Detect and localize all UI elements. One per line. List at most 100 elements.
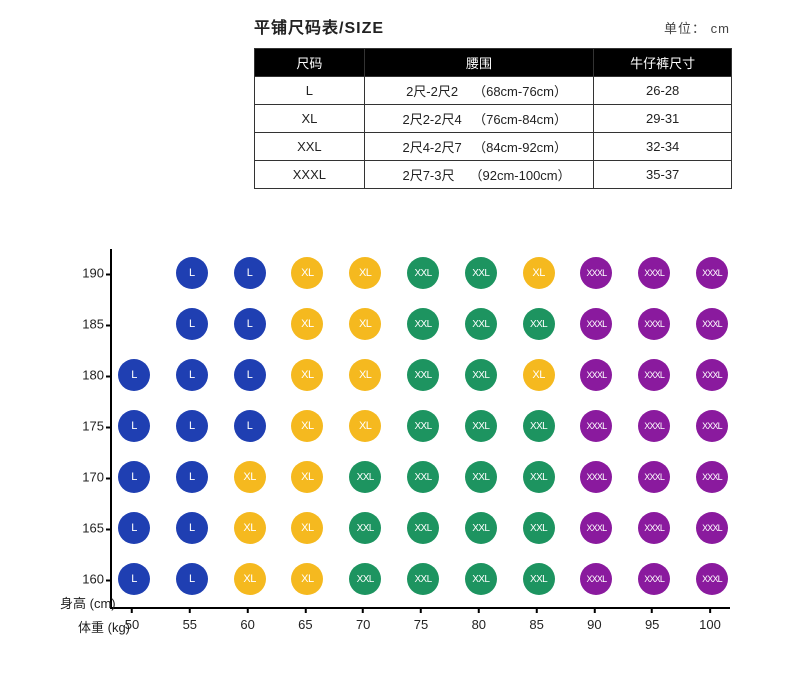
size-dot: XL — [234, 512, 266, 544]
plot-area: LLXLXLXXLXXLXXLXXLXXXLXXXLXXXLLLXLXLXXLX… — [110, 249, 730, 609]
size-dot: XXXL — [638, 359, 670, 391]
x-tick: 70 — [356, 617, 370, 632]
y-tick: 180 — [70, 368, 104, 383]
size-dot: XXL — [349, 461, 381, 493]
cell-waist: 2尺7-3尺（92cm-100cm） — [364, 161, 594, 189]
size-dot: L — [234, 308, 266, 340]
table-row: L2尺-2尺2（68cm-76cm）26-28 — [255, 77, 732, 105]
size-dot: XXXL — [696, 512, 728, 544]
table-header-row: 尺码 腰围 牛仔裤尺寸 — [255, 49, 732, 77]
size-dot: XXL — [407, 563, 439, 595]
cell-size: XXXL — [255, 161, 365, 189]
size-dot: XXL — [465, 257, 497, 289]
size-dot: XXL — [349, 512, 381, 544]
size-dot: L — [118, 359, 150, 391]
size-dot: XXXL — [580, 257, 612, 289]
size-dot: XL — [291, 461, 323, 493]
cell-jeans: 29-31 — [594, 105, 732, 133]
size-chart: LLXLXLXXLXXLXXLXXLXXXLXXXLXXXLLLXLXLXXLX… — [30, 249, 760, 669]
size-dot: XL — [523, 257, 555, 289]
size-dot: XXXL — [580, 410, 612, 442]
unit-label: 单位： cm — [664, 18, 730, 37]
size-dot: L — [176, 257, 208, 289]
size-dot: XXL — [407, 308, 439, 340]
size-dot: XXL — [465, 512, 497, 544]
size-dot: XXXL — [580, 512, 612, 544]
size-dot: XXXL — [696, 461, 728, 493]
size-dot: L — [118, 512, 150, 544]
size-dot: XXL — [407, 410, 439, 442]
size-dot: XXXL — [580, 308, 612, 340]
size-dot: XXXL — [638, 257, 670, 289]
cell-jeans: 32-34 — [594, 133, 732, 161]
size-dot: XXL — [465, 308, 497, 340]
size-dot: L — [118, 461, 150, 493]
size-dot: L — [118, 410, 150, 442]
size-dot: L — [118, 563, 150, 595]
size-dot: XXXL — [638, 410, 670, 442]
size-dot: XXXL — [696, 410, 728, 442]
size-dot: L — [176, 308, 208, 340]
size-dot: XL — [349, 359, 381, 391]
y-tick: 185 — [70, 317, 104, 332]
cell-size: XL — [255, 105, 365, 133]
cell-jeans: 26-28 — [594, 77, 732, 105]
size-dot: XL — [349, 308, 381, 340]
size-dot: XXXL — [580, 461, 612, 493]
x-tick: 65 — [298, 617, 312, 632]
table-row: XXL2尺4-2尺7（84cm-92cm）32-34 — [255, 133, 732, 161]
size-dot: XXXL — [638, 461, 670, 493]
x-tick: 50 — [125, 617, 139, 632]
cell-waist: 2尺-2尺2（68cm-76cm） — [364, 77, 594, 105]
x-tick: 100 — [699, 617, 721, 632]
size-dot: XXXL — [696, 563, 728, 595]
size-dot: XL — [349, 257, 381, 289]
x-tick: 85 — [529, 617, 543, 632]
cell-size: L — [255, 77, 365, 105]
size-dot: XXL — [465, 563, 497, 595]
size-table: 尺码 腰围 牛仔裤尺寸 L2尺-2尺2（68cm-76cm）26-28XL2尺2… — [254, 48, 732, 189]
size-dot: XXL — [407, 257, 439, 289]
size-dot: XL — [234, 563, 266, 595]
size-dot: L — [234, 410, 266, 442]
y-tick: 160 — [70, 572, 104, 587]
size-dot: XL — [291, 359, 323, 391]
size-dot: XL — [523, 359, 555, 391]
page-title: 平铺尺码表/SIZE — [254, 14, 384, 38]
x-tick: 95 — [645, 617, 659, 632]
size-dot: L — [234, 257, 266, 289]
size-dot: XXXL — [638, 563, 670, 595]
size-dot: XXL — [349, 563, 381, 595]
x-tick: 80 — [472, 617, 486, 632]
size-dot: L — [234, 359, 266, 391]
size-dot: XXL — [465, 410, 497, 442]
size-dot: XXXL — [638, 512, 670, 544]
size-dot: XXL — [523, 308, 555, 340]
size-dot: XXL — [407, 512, 439, 544]
size-dot: XXL — [523, 410, 555, 442]
th-size: 尺码 — [255, 49, 365, 77]
size-dot: XXXL — [696, 308, 728, 340]
x-tick: 60 — [240, 617, 254, 632]
x-tick: 90 — [587, 617, 601, 632]
y-tick: 175 — [70, 419, 104, 434]
size-dot: XXL — [465, 359, 497, 391]
size-dot: XL — [291, 512, 323, 544]
size-dot: XL — [291, 563, 323, 595]
size-dot: XL — [291, 257, 323, 289]
size-dot: XL — [291, 410, 323, 442]
size-dot: L — [176, 410, 208, 442]
size-dot: XXL — [523, 461, 555, 493]
x-axis-label: 体重 (kg) — [78, 617, 130, 636]
cell-waist: 2尺2-2尺4（76cm-84cm） — [364, 105, 594, 133]
size-dot: XXXL — [696, 359, 728, 391]
table-row: XL2尺2-2尺4（76cm-84cm）29-31 — [255, 105, 732, 133]
table-row: XXXL2尺7-3尺（92cm-100cm）35-37 — [255, 161, 732, 189]
size-dot: XXL — [407, 461, 439, 493]
size-dot: L — [176, 359, 208, 391]
cell-jeans: 35-37 — [594, 161, 732, 189]
th-waist: 腰围 — [364, 49, 594, 77]
size-dot: XXL — [523, 512, 555, 544]
size-dot: XL — [234, 461, 266, 493]
size-dot: XXXL — [638, 308, 670, 340]
